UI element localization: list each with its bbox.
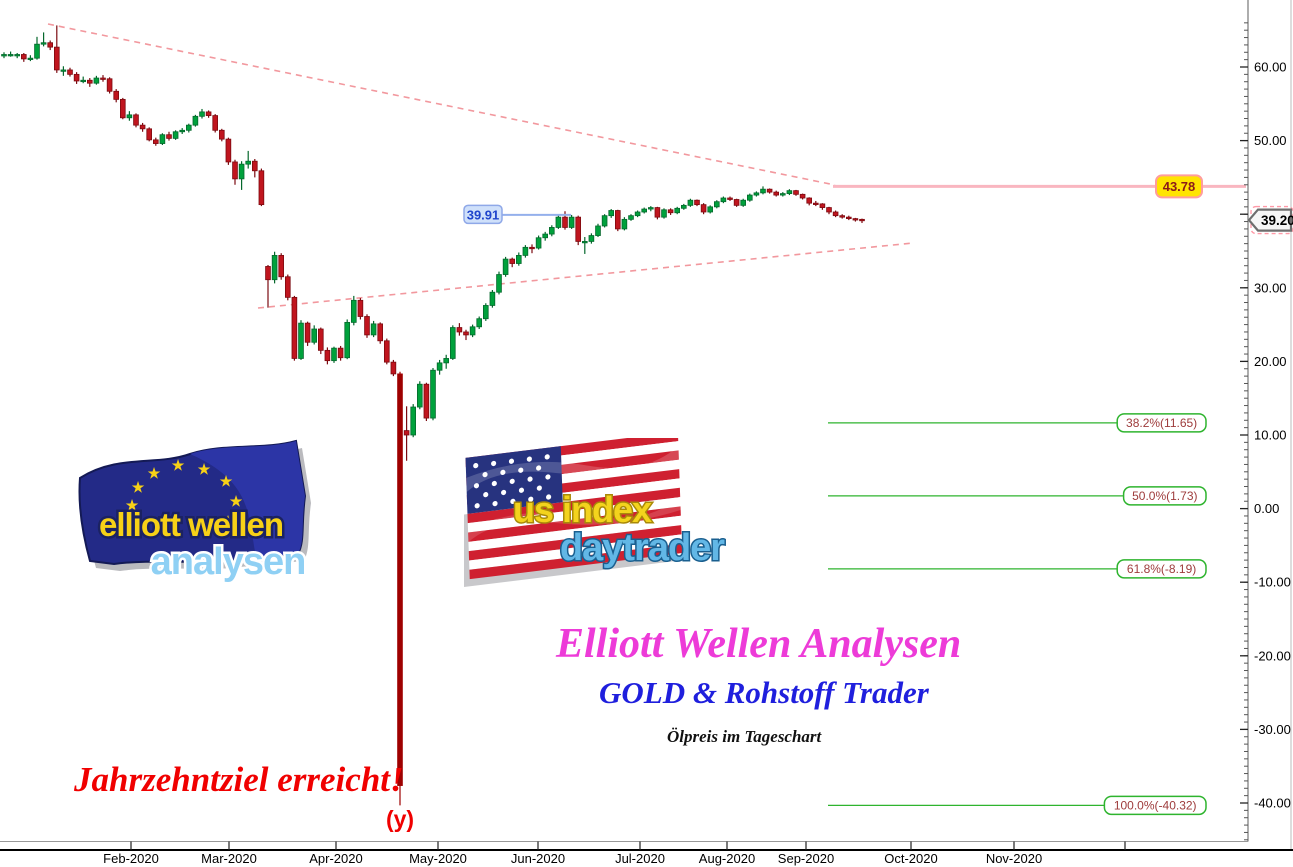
svg-text:★: ★ [230,493,243,509]
fib-label[interactable] [1116,413,1207,433]
elliott-wellen-analysen-logo: ★ ★ ★ ★ ★ ★ ★ ★ ★ elliott wellen analysen [58,434,330,597]
us-logo-line2: daytrader [560,527,725,569]
svg-text:★: ★ [222,513,235,529]
fib-label[interactable] [1122,486,1207,506]
wave-label: (y) [385,806,415,832]
y-tick-label: 20.00 [1254,354,1287,369]
trendline[interactable] [47,23,836,186]
x-tick-label: Feb-2020 [103,851,159,866]
x-tick-label: Mar-2020 [201,851,257,866]
y-tick-label: -20.00 [1254,648,1291,663]
x-tick-label: Nov-2020 [986,851,1042,866]
eu-logo-line1: elliott wellen [99,506,283,543]
x-tick-label: May-2020 [409,851,467,866]
svg-text:★: ★ [198,461,211,477]
fib-label[interactable] [1116,559,1207,579]
fib-label-text: 100.0%(-40.32) [1114,798,1197,812]
y-tick-label: 60.00 [1254,60,1287,75]
headline-text: Elliott Wellen Analysen [556,621,962,667]
y-tick-label: 30.00 [1254,280,1287,295]
x-tick-label: Jun-2020 [511,851,565,866]
svg-text:★: ★ [126,497,139,513]
x-axis: Feb-2020 Mar-2020 Apr-2020 May-2020 Jun-2020… [0,841,1293,866]
us-index-daytrader-logo: us index daytrader [459,431,756,593]
candles-series [1,25,865,806]
y-tick-label: -10.00 [1254,575,1291,590]
fib-label-text: 38.2%(11.65) [1126,416,1197,430]
fib-label-text: 61.8%(-8.19) [1127,562,1196,576]
price-marker-text: 39.20 [1261,213,1293,228]
y-tick-label: 10.00 [1254,428,1287,443]
trendline[interactable] [257,242,914,309]
x-tick-label: Aug-2020 [699,851,755,866]
x-tick-label: Oct-2020 [884,851,937,866]
svg-text:★: ★ [220,473,233,489]
y-tick-label: -30.00 [1254,722,1291,737]
resistance-price-label[interactable] [1155,174,1203,199]
x-tick-label: Apr-2020 [309,851,362,866]
chart-caption-text: Ölpreis im Tageschart [667,727,822,746]
decade-target-text: Jahrzehntziel erreicht! [74,760,404,799]
svg-text:★: ★ [148,465,161,481]
fib-label-text: 50.0%(1.73) [1132,489,1197,503]
svg-text:★: ★ [134,513,147,529]
us-flag-icon [459,431,683,588]
price-marker-tag[interactable] [1247,208,1293,232]
x-tick-label: Jul-2020 [615,851,665,866]
subheadline-text: GOLD & Rohstoff Trader [599,675,929,710]
y-tick-label: -40.00 [1254,796,1291,811]
blue-marker-text: 39.91 [467,207,500,222]
y-tick-label: 0.00 [1254,501,1279,516]
y-tick-label: 50.00 [1254,133,1287,148]
resistance-price-text: 43.78 [1163,179,1196,194]
y-axis: 60.0050.0040.0030.0020.0010.000.00-10.00… [1240,0,1292,850]
fib-label[interactable] [1103,795,1207,816]
eu-flag-icon: ★ ★★ ★★★ ★★★ [78,439,312,571]
us-logo-line1: us index [513,489,652,530]
svg-text:★: ★ [132,479,145,495]
eu-logo-line2: analysen [151,541,306,583]
blue-marker-label[interactable] [463,204,503,225]
svg-text:★: ★ [172,457,185,473]
x-tick-label: Sep-2020 [778,851,834,866]
